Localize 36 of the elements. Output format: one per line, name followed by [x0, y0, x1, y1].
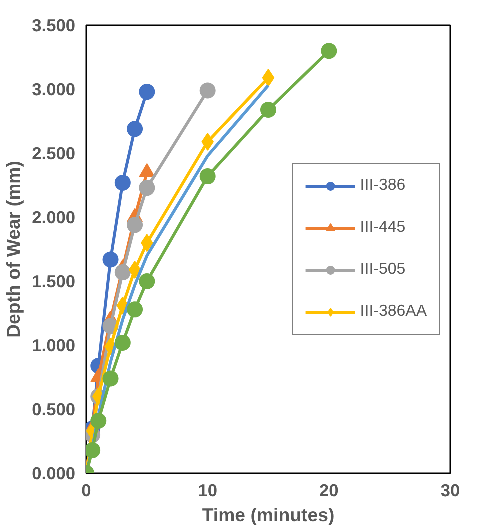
point [200, 82, 216, 99]
x-tick-label: 10 [198, 480, 218, 500]
x-tick-label: 20 [320, 480, 339, 500]
point [114, 334, 131, 351]
point [260, 102, 276, 118]
point [102, 252, 119, 268]
x-tick-label: 0 [82, 480, 92, 500]
y-tick-label: 3.000 [32, 80, 76, 100]
point [102, 370, 119, 387]
point [321, 43, 338, 60]
x-axis-title: Time (minutes) [202, 504, 335, 526]
y-tick-label: 1.000 [32, 336, 76, 356]
y-tick-label: 2.500 [32, 144, 76, 164]
point [114, 264, 131, 281]
point [139, 84, 156, 100]
point [127, 302, 144, 318]
x-tick-label: 30 [440, 480, 460, 500]
point [114, 174, 131, 191]
point [200, 168, 216, 185]
point [127, 121, 144, 138]
legend-label: III-386 [360, 177, 406, 195]
point [262, 68, 275, 87]
y-tick-label: 3.500 [32, 16, 76, 36]
y-tick-label: 0.000 [32, 464, 76, 484]
y-tick-label: 1.500 [32, 272, 76, 292]
point [128, 260, 142, 279]
y-axis-title: Depth of Wear (mm) [3, 161, 24, 338]
legend-label: III-386AA [360, 303, 427, 321]
legend-label: III-445 [360, 219, 406, 237]
y-tick-label: 0.500 [32, 400, 76, 420]
y-tick-label: 2.000 [32, 208, 76, 228]
point [139, 274, 156, 290]
point [139, 180, 156, 196]
point [127, 217, 144, 234]
legend-label: III-505 [360, 261, 406, 279]
point [90, 413, 107, 430]
